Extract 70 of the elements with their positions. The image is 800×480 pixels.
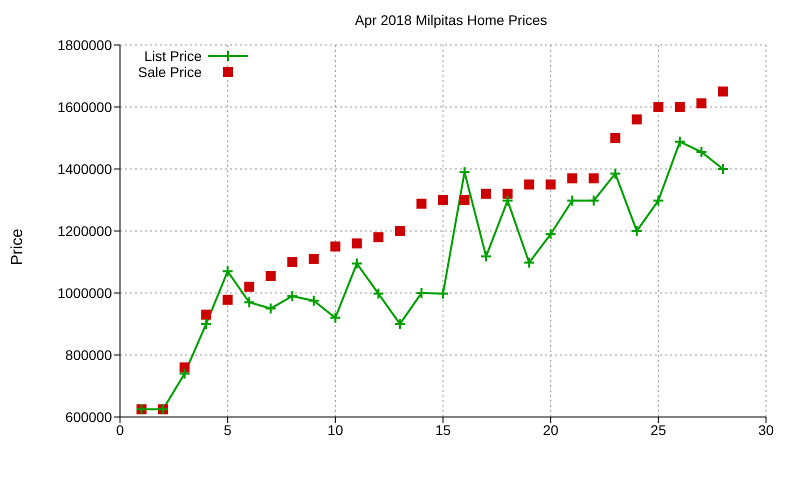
x-tick-label: 5 bbox=[224, 422, 232, 438]
point bbox=[674, 102, 685, 112]
point bbox=[502, 194, 514, 207]
point bbox=[264, 302, 277, 314]
point bbox=[653, 102, 664, 112]
point bbox=[546, 180, 556, 190]
point bbox=[630, 225, 643, 237]
y-tick-label: 1800000 bbox=[57, 36, 112, 53]
x-tick-label: 15 bbox=[435, 422, 451, 438]
point bbox=[352, 238, 362, 248]
point bbox=[632, 114, 642, 124]
point bbox=[394, 318, 406, 330]
point bbox=[244, 282, 254, 292]
y-tick-label: 1400000 bbox=[57, 160, 112, 177]
x-tick-label: 30 bbox=[758, 422, 774, 438]
point bbox=[588, 173, 599, 184]
point bbox=[373, 232, 384, 242]
point bbox=[178, 368, 191, 380]
legend-label: List Price bbox=[144, 48, 202, 64]
point bbox=[480, 250, 492, 262]
point bbox=[544, 228, 557, 240]
point bbox=[266, 270, 276, 281]
x-tick-label: 0 bbox=[116, 422, 124, 438]
point bbox=[502, 188, 513, 199]
point bbox=[286, 290, 298, 302]
point bbox=[437, 288, 449, 300]
point bbox=[524, 180, 534, 190]
point bbox=[695, 146, 708, 158]
point bbox=[609, 168, 622, 180]
point bbox=[481, 188, 492, 199]
point bbox=[200, 318, 212, 330]
point bbox=[415, 287, 428, 299]
point bbox=[588, 194, 600, 207]
y-tick-label: 600000 bbox=[65, 408, 112, 425]
y-tick-label: 1200000 bbox=[57, 222, 112, 239]
point bbox=[308, 294, 320, 307]
point bbox=[222, 294, 233, 305]
point bbox=[330, 242, 340, 252]
point bbox=[287, 257, 298, 267]
point bbox=[652, 194, 664, 207]
point bbox=[718, 86, 728, 96]
point bbox=[329, 312, 342, 324]
point bbox=[394, 226, 405, 236]
x-tick-label: 25 bbox=[650, 422, 666, 438]
point bbox=[566, 194, 578, 207]
point bbox=[372, 288, 384, 300]
point bbox=[438, 195, 448, 205]
y-tick-label: 800000 bbox=[65, 346, 112, 363]
point bbox=[696, 98, 706, 108]
x-tick-label: 10 bbox=[328, 422, 344, 438]
y-axis-title: Price bbox=[9, 228, 27, 268]
y-tick-label: 1000000 bbox=[57, 284, 112, 301]
point bbox=[460, 195, 470, 205]
point bbox=[674, 136, 686, 148]
point bbox=[458, 166, 471, 178]
point bbox=[201, 310, 212, 320]
chart-title: Apr 2018 Milpitas Home Prices bbox=[354, 12, 548, 28]
point bbox=[567, 173, 578, 184]
point bbox=[243, 296, 256, 308]
point bbox=[180, 362, 190, 372]
point bbox=[523, 256, 536, 269]
x-tick-label: 20 bbox=[542, 422, 559, 438]
point bbox=[610, 133, 620, 143]
point bbox=[716, 163, 729, 175]
point bbox=[222, 265, 234, 278]
point bbox=[350, 258, 363, 270]
point bbox=[416, 198, 426, 209]
point bbox=[308, 254, 319, 264]
legend-label: Sale Price bbox=[138, 64, 202, 80]
y-tick-label: 1600000 bbox=[57, 98, 112, 115]
